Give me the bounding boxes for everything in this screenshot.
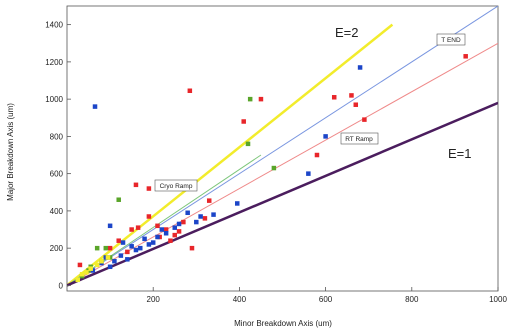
yellow-data-point xyxy=(105,255,111,260)
green-data-point xyxy=(94,245,100,251)
line-label-rtramp: RT Ramp xyxy=(345,136,373,143)
green-data-point xyxy=(116,197,121,202)
x-tick-label: 800 xyxy=(405,295,419,304)
y-tick-label: 400 xyxy=(50,207,64,216)
blue-data-point xyxy=(323,134,328,139)
red-data-point xyxy=(241,119,246,124)
y-axis-title: Major Breakdown Axis (um) xyxy=(6,103,15,201)
blue-data-point xyxy=(185,210,190,216)
red-data-point xyxy=(176,229,182,234)
line-label-cryoramp-box: Cryo Ramp xyxy=(154,179,198,192)
yellow-data-point xyxy=(94,262,100,268)
y-tick-label: 1000 xyxy=(45,95,63,104)
blue-data-point xyxy=(92,104,98,109)
y-tick-label: 200 xyxy=(50,244,64,253)
axis-ticks: 200 400 600 800 1000 0 200 400 600 800 1000 1200 140… xyxy=(45,21,507,304)
red-data-point xyxy=(331,95,337,100)
x-tick-label: 600 xyxy=(319,295,333,304)
red-data-point xyxy=(314,152,320,158)
blue-data-point xyxy=(120,240,126,245)
yellow-data-point xyxy=(88,266,93,271)
red-data-point xyxy=(146,214,152,219)
blue-data-point xyxy=(133,247,139,253)
green-data-point xyxy=(245,141,251,147)
red-data-point xyxy=(133,182,139,188)
blue-data-point xyxy=(163,231,169,236)
blue-data-point xyxy=(194,219,199,225)
red-data-point xyxy=(163,227,169,232)
red-data-point xyxy=(206,198,212,203)
line-label-tend-box: T END xyxy=(436,33,466,46)
line-label-tend: T END xyxy=(441,37,461,44)
red-data-point xyxy=(353,102,359,107)
y-tick-label: 600 xyxy=(50,170,64,179)
red-data-point xyxy=(189,245,195,251)
blue-data-point xyxy=(211,212,216,217)
blue-data-point xyxy=(234,201,240,206)
reference-line-2 xyxy=(67,42,498,286)
blue-data-point xyxy=(138,245,143,251)
red-data-point xyxy=(349,93,354,98)
red-data-point xyxy=(181,219,186,225)
yellow-data-point xyxy=(79,271,85,277)
x-tick-label: 200 xyxy=(147,295,161,304)
line-label-e2: E=2 xyxy=(335,25,359,40)
green-data-point xyxy=(271,165,277,171)
blue-data-point xyxy=(112,258,117,264)
green-data-point xyxy=(103,245,109,251)
plot-area xyxy=(66,5,499,292)
blue-data-point xyxy=(125,257,130,262)
red-data-point xyxy=(125,249,130,255)
blue-data-point xyxy=(159,227,165,232)
blue-data-point xyxy=(118,253,124,258)
green-data-point xyxy=(247,96,253,102)
red-data-point xyxy=(202,216,208,221)
line-label-e1: E=1 xyxy=(448,146,472,161)
blue-data-point xyxy=(155,234,160,240)
blue-data-point xyxy=(198,214,203,219)
line-label-cryoramp: Cryo Ramp xyxy=(160,183,193,190)
blue-data-point xyxy=(129,244,134,249)
reference-line-4 xyxy=(67,101,498,287)
x-tick-label: 400 xyxy=(233,295,247,304)
blue-data-point xyxy=(107,223,113,229)
red-data-point xyxy=(77,262,83,268)
red-data-point xyxy=(107,245,113,251)
blue-data-point xyxy=(176,221,182,227)
blue-data-point xyxy=(142,236,147,242)
red-data-point xyxy=(362,117,367,122)
yellow-data-point xyxy=(99,258,104,264)
red-data-point xyxy=(168,238,173,243)
yellow-data-point xyxy=(75,277,81,283)
reference-line-1 xyxy=(67,6,498,286)
red-data-point xyxy=(172,232,177,238)
blue-data-point xyxy=(172,225,177,230)
blue-data-point xyxy=(150,240,156,245)
y-tick-label: 0 xyxy=(59,281,64,290)
plot-frame xyxy=(66,5,499,292)
blue-data-point xyxy=(306,171,311,176)
data-points xyxy=(75,54,468,283)
x-axis-title: Minor Breakdown Axis (um) xyxy=(234,319,332,328)
red-data-point xyxy=(155,223,160,229)
y-tick-label: 800 xyxy=(50,132,64,141)
red-data-point xyxy=(258,96,264,102)
red-data-point xyxy=(187,88,193,94)
blue-data-point xyxy=(146,242,152,247)
y-tick-label: 1200 xyxy=(45,58,63,67)
red-data-point xyxy=(146,186,152,191)
y-tick-label: 1400 xyxy=(45,21,63,30)
red-data-point xyxy=(116,238,121,243)
red-data-point xyxy=(463,54,468,59)
line-label-rtramp-box: RT Ramp xyxy=(340,132,379,145)
blue-data-point xyxy=(357,65,363,70)
red-data-point xyxy=(135,225,141,230)
x-tick-label: 1000 xyxy=(489,295,507,304)
blue-data-point xyxy=(107,264,113,270)
yellow-data-point xyxy=(84,270,89,275)
red-data-point xyxy=(129,227,134,232)
